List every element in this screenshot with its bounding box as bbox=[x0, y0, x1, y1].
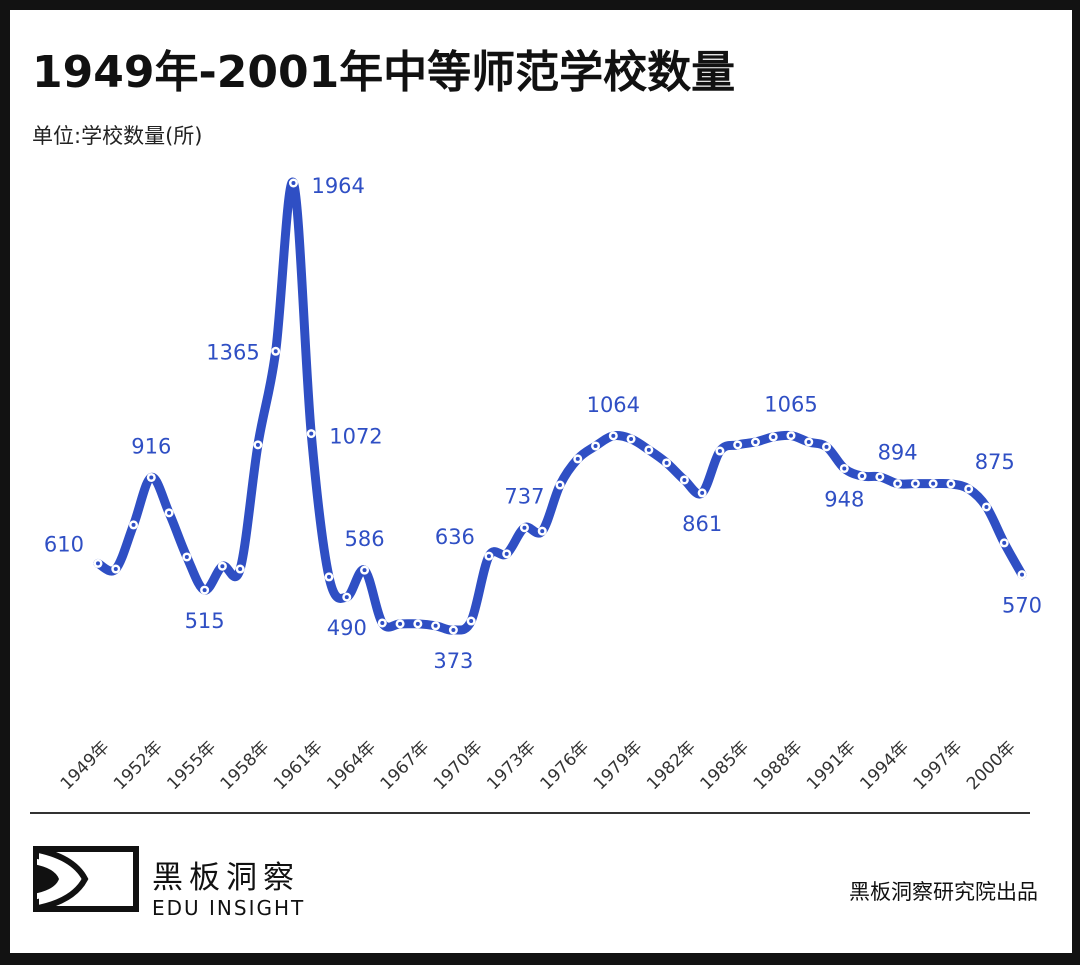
data-point-1980 bbox=[644, 445, 654, 455]
data-point-1952 bbox=[146, 472, 156, 482]
x-tick-label: 1982年 bbox=[643, 737, 700, 794]
data-point-1968 bbox=[431, 621, 441, 631]
data-point-1975 bbox=[555, 480, 565, 490]
data-point-1997 bbox=[946, 479, 956, 489]
data-point-1956 bbox=[217, 561, 227, 571]
data-label-1949: 610 bbox=[44, 532, 84, 556]
data-point-1953 bbox=[164, 508, 174, 518]
data-point-1989 bbox=[804, 437, 814, 447]
data-point-1993 bbox=[875, 472, 885, 482]
data-point-2001 bbox=[1017, 570, 1027, 580]
x-tick-label: 1994年 bbox=[856, 737, 913, 794]
data-point-1962 bbox=[324, 572, 334, 582]
data-point-1987 bbox=[768, 432, 778, 442]
data-point-1978 bbox=[608, 431, 618, 441]
data-point-1973 bbox=[519, 523, 529, 533]
data-point-1994 bbox=[893, 479, 903, 489]
data-point-1977 bbox=[591, 441, 601, 451]
x-tick-label: 1979年 bbox=[590, 737, 647, 794]
data-label-1991: 948 bbox=[824, 487, 864, 511]
x-tick-label: 1973年 bbox=[483, 737, 540, 794]
data-label-1998: 875 bbox=[975, 450, 1015, 474]
data-point-1974 bbox=[537, 526, 547, 536]
data-label-1964: 586 bbox=[344, 527, 384, 551]
x-tick-label: 1985年 bbox=[696, 737, 753, 794]
data-point-1950 bbox=[111, 564, 121, 574]
series-line bbox=[93, 177, 1027, 635]
data-point-1998 bbox=[964, 484, 974, 494]
data-label-1971: 636 bbox=[435, 525, 475, 549]
data-label-1955: 515 bbox=[185, 609, 225, 633]
data-point-1969 bbox=[448, 625, 458, 635]
x-tick-label: 1991年 bbox=[803, 737, 860, 794]
data-point-1949 bbox=[93, 558, 103, 568]
data-point-1971 bbox=[484, 551, 494, 561]
data-point-1985 bbox=[733, 440, 743, 450]
data-point-1965 bbox=[377, 618, 387, 628]
x-tick-label: 1970年 bbox=[430, 737, 487, 794]
data-point-1957 bbox=[235, 564, 245, 574]
data-point-2000 bbox=[999, 538, 1009, 548]
data-point-1992 bbox=[857, 471, 867, 481]
data-point-1983 bbox=[697, 488, 707, 498]
data-label-1952: 916 bbox=[131, 434, 171, 458]
x-tick-label: 1964年 bbox=[323, 737, 380, 794]
data-label-1994: 894 bbox=[878, 441, 918, 465]
data-point-1982 bbox=[679, 475, 689, 485]
x-tick-label: 2000年 bbox=[963, 737, 1020, 794]
x-tick-label: 1976年 bbox=[537, 737, 594, 794]
data-point-1990 bbox=[822, 442, 832, 452]
credit-text: 黑板洞察研究院出品 bbox=[849, 880, 1038, 904]
data-label-1973: 737 bbox=[504, 485, 544, 509]
data-point-1970 bbox=[466, 616, 476, 626]
data-point-1964 bbox=[360, 565, 370, 575]
data-label-1988: 1065 bbox=[764, 393, 817, 417]
line-chart: 610 916 515 1365 1964 1072 490 586 373 636 737 1064… bbox=[44, 174, 1042, 794]
data-label-1969: 373 bbox=[433, 649, 473, 673]
data-point-1996 bbox=[928, 479, 938, 489]
edu-insight-logo bbox=[33, 846, 139, 912]
unit-label: 单位:学校数量(所) bbox=[32, 124, 203, 148]
data-point-1967 bbox=[413, 619, 423, 629]
data-point-1988 bbox=[786, 431, 796, 441]
data-point-1995 bbox=[910, 479, 920, 489]
x-tick-label: 1955年 bbox=[163, 737, 220, 794]
data-label-1978: 1064 bbox=[587, 393, 640, 417]
x-tick-label: 1952年 bbox=[110, 737, 167, 794]
data-label-1963: 490 bbox=[327, 616, 367, 640]
data-point-1954 bbox=[182, 552, 192, 562]
data-label-1983: 861 bbox=[682, 512, 722, 536]
data-point-1986 bbox=[750, 437, 760, 447]
data-point-1959 bbox=[271, 346, 281, 356]
data-point-1976 bbox=[573, 454, 583, 464]
data-point-1960 bbox=[288, 178, 298, 188]
data-point-1961 bbox=[306, 429, 316, 439]
data-point-1991 bbox=[839, 463, 849, 473]
data-point-1999 bbox=[981, 502, 991, 512]
data-point-1972 bbox=[502, 549, 512, 559]
brand-name-en: EDU INSIGHT bbox=[152, 896, 306, 920]
x-tick-label: 1958年 bbox=[217, 737, 274, 794]
data-label-2001: 570 bbox=[1002, 594, 1042, 618]
x-tick-label: 1961年 bbox=[270, 737, 327, 794]
x-tick-label: 1997年 bbox=[910, 737, 967, 794]
data-point-1963 bbox=[342, 592, 352, 602]
data-point-1979 bbox=[626, 434, 636, 444]
divider bbox=[30, 812, 1030, 814]
brand-name-cn: 黑板洞察 bbox=[152, 860, 300, 896]
data-point-1966 bbox=[395, 619, 405, 629]
data-point-1958 bbox=[253, 440, 263, 450]
x-tick-label: 1949年 bbox=[57, 737, 114, 794]
data-label-1960: 1964 bbox=[311, 174, 364, 198]
data-label-1961: 1072 bbox=[329, 425, 382, 449]
data-point-1984 bbox=[715, 446, 725, 456]
data-point-1951 bbox=[129, 520, 139, 530]
x-tick-label: 1967年 bbox=[377, 737, 434, 794]
x-tick-label: 1988年 bbox=[750, 737, 807, 794]
data-point-1955 bbox=[200, 585, 210, 595]
data-label-1959: 1365 bbox=[206, 340, 259, 364]
data-point-1981 bbox=[662, 458, 672, 468]
chart-title: 1949年-2001年中等师范学校数量 bbox=[32, 47, 736, 98]
